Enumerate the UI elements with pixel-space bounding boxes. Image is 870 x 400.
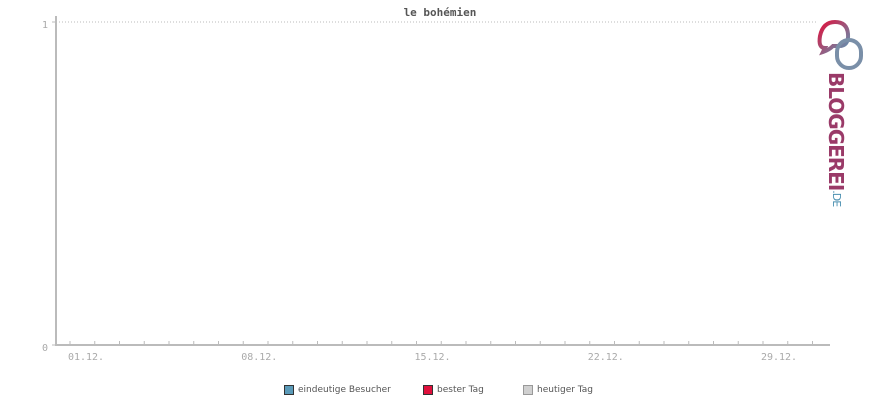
legend-swatch [423,385,433,395]
y-tick-label-1: 1 [42,20,48,31]
y-tick-label-0: 0 [42,343,48,354]
legend-item-unique-visitors: eindeutige Besucher [284,385,391,395]
chart-title: le bohémien [404,6,477,19]
logo-icon [817,19,863,70]
x-tick-label: 08.12. [241,352,277,363]
logo-wordmark: BLOGGEREI [824,72,848,191]
x-tick-label: 22.12. [588,352,624,363]
legend-swatch [284,385,294,395]
x-tick-label: 29.12. [761,352,797,363]
x-tick-label: 15.12. [414,352,450,363]
legend-item-best-day: bester Tag [423,385,484,395]
legend-label: eindeutige Besucher [298,385,391,395]
legend-item-today: heutiger Tag [523,385,593,395]
logo-suffix: .DE [830,190,843,207]
x-tick-label: 01.12. [68,352,104,363]
bloggerei-logo [815,18,867,218]
legend-label: heutiger Tag [537,385,594,395]
legend: eindeutige Besucher bester Tag heutiger … [0,385,870,399]
legend-swatch [523,385,533,395]
legend-label: bester Tag [437,385,484,395]
logo-text: BLOGGEREI.DE [824,72,848,206]
